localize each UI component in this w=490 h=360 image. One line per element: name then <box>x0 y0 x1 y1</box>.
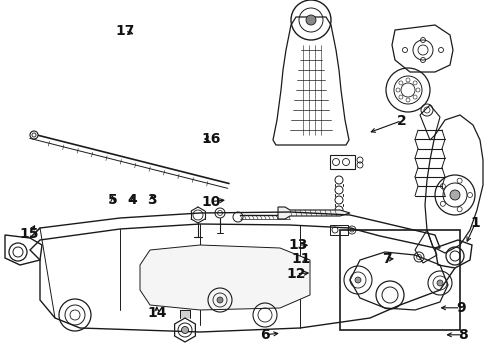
Text: 5: 5 <box>108 193 118 207</box>
Circle shape <box>306 15 316 25</box>
Text: 7: 7 <box>382 252 392 266</box>
Circle shape <box>437 280 443 286</box>
Text: 12: 12 <box>287 267 306 280</box>
Text: 16: 16 <box>201 132 220 145</box>
Text: 2: 2 <box>397 114 407 127</box>
Bar <box>340 230 460 330</box>
Circle shape <box>217 297 223 303</box>
Text: 17: 17 <box>115 24 135 37</box>
Bar <box>330 225 348 235</box>
Text: 11: 11 <box>292 252 311 266</box>
Text: 1: 1 <box>470 216 480 230</box>
Circle shape <box>450 190 460 200</box>
Text: 15: 15 <box>20 227 39 241</box>
Text: 3: 3 <box>147 193 157 207</box>
Text: 10: 10 <box>201 195 220 208</box>
Text: 6: 6 <box>260 328 270 342</box>
Text: 13: 13 <box>288 238 308 252</box>
Bar <box>330 155 355 169</box>
Circle shape <box>30 131 38 139</box>
Text: 14: 14 <box>147 306 167 320</box>
Text: 8: 8 <box>458 328 468 342</box>
Polygon shape <box>278 207 350 219</box>
Text: 9: 9 <box>456 301 466 315</box>
Polygon shape <box>140 245 310 310</box>
Text: 4: 4 <box>127 193 137 207</box>
Circle shape <box>181 327 189 333</box>
Circle shape <box>355 277 361 283</box>
